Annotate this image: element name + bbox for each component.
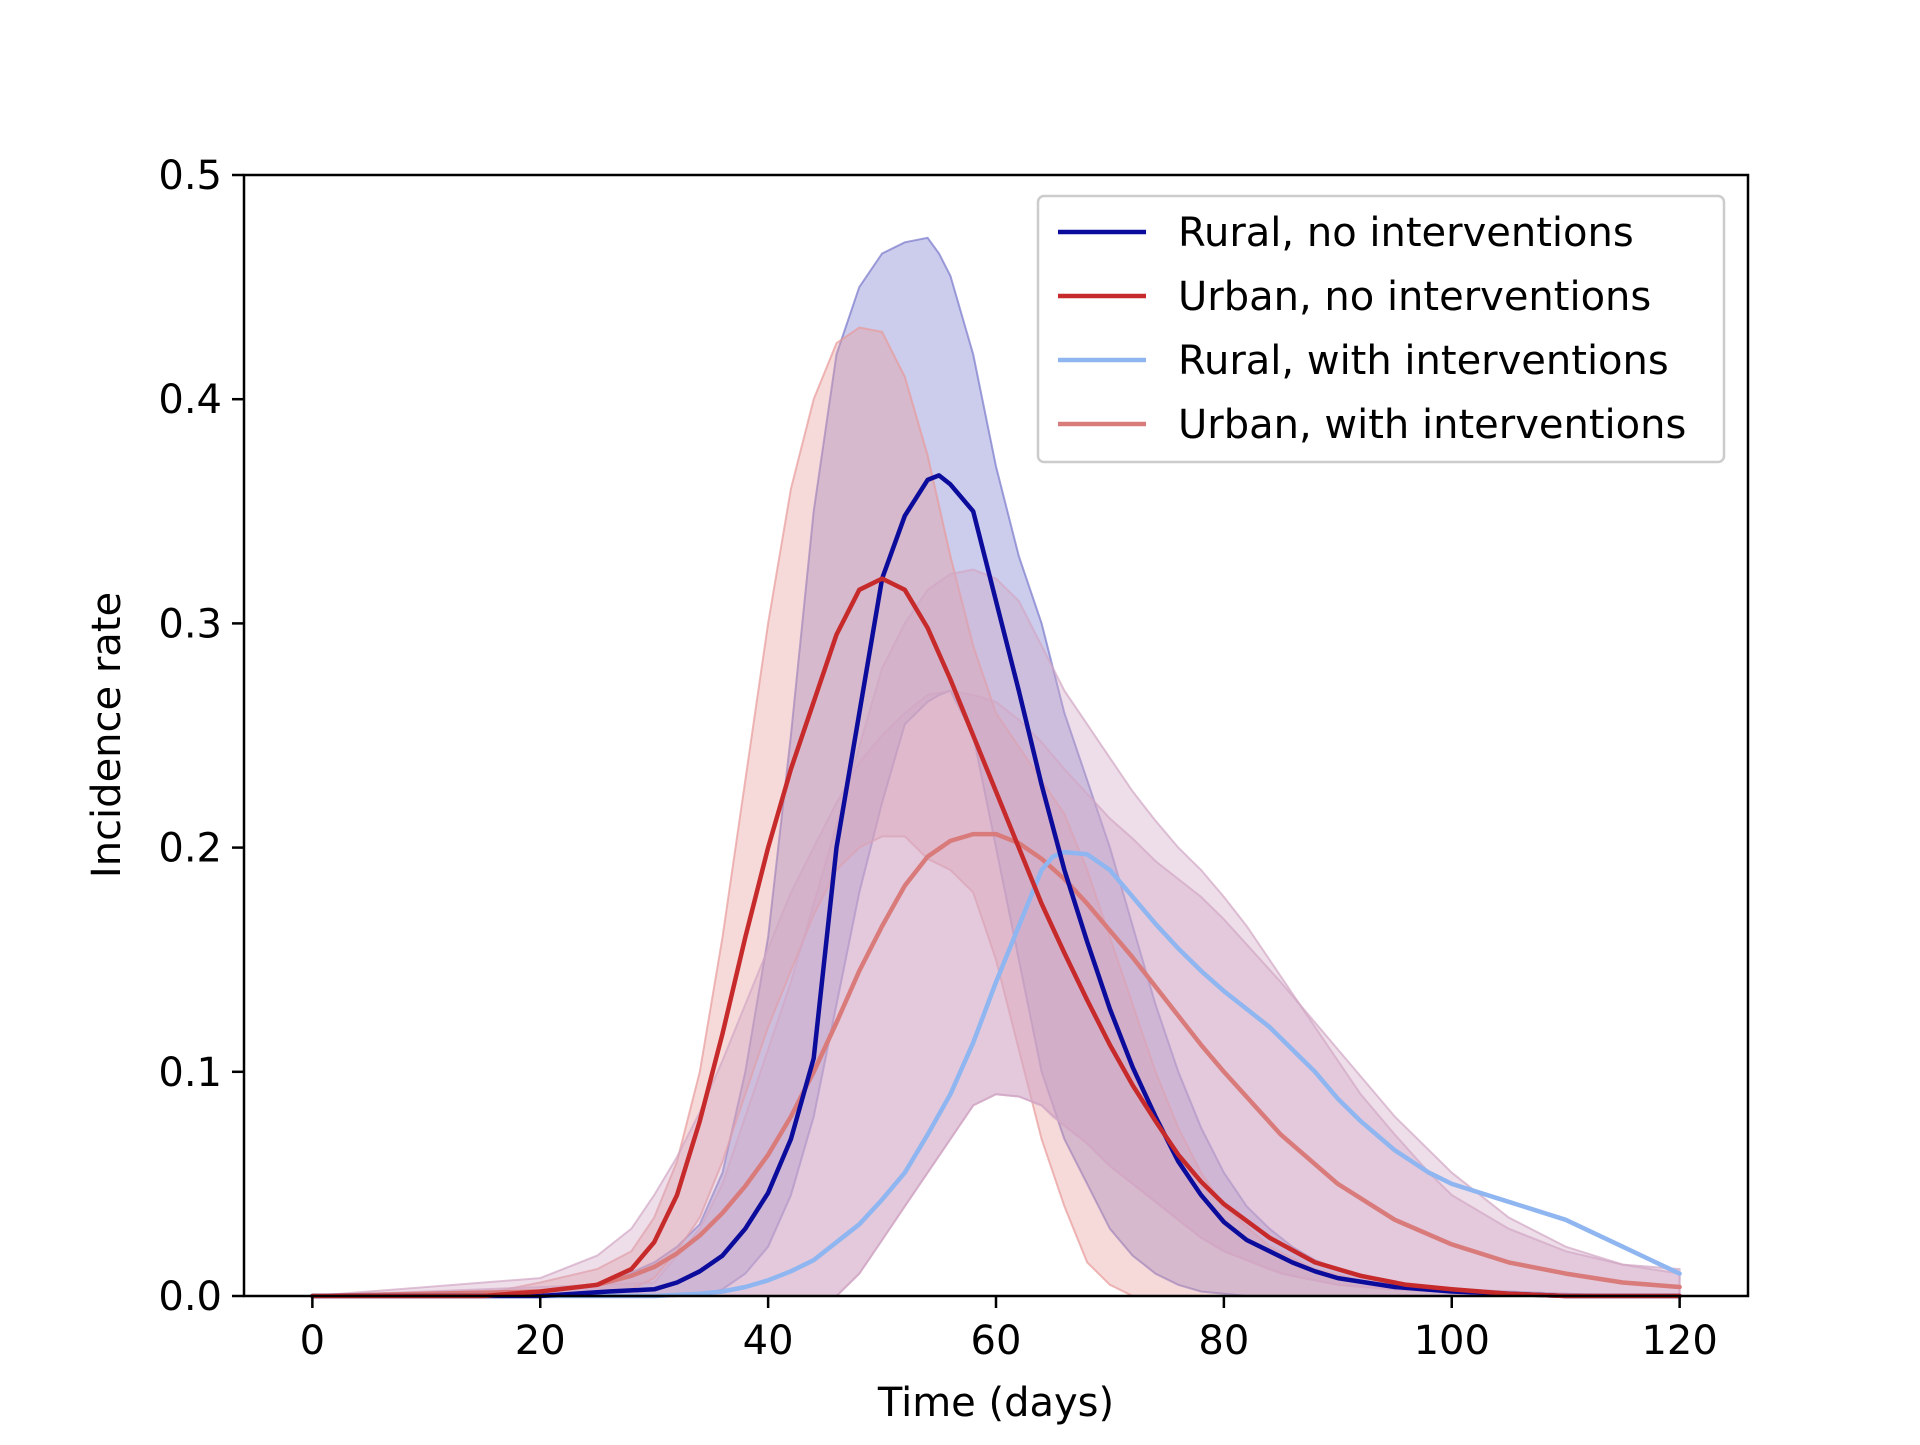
y-tick-label: 0.1 [158,1050,222,1096]
legend-label-rural-no-interventions: Rural, no interventions [1178,210,1634,256]
x-tick-label: 80 [1198,1318,1249,1364]
line-urban-no-interventions [310,576,1682,1299]
y-tick-label: 0.2 [158,826,222,872]
x-tick-label: 60 [971,1318,1022,1364]
legend-label-urban-with-interventions: Urban, with interventions [1178,402,1686,448]
legend-box [1036,194,1726,464]
y-tick-label: 0.3 [158,601,222,647]
legend: Rural, no interventions Urban, no interve… [1036,194,1726,464]
lines-layer [310,473,1682,1299]
x-axis-ticks: 0 20 40 60 80 100 120 [300,1296,1718,1364]
x-tick-label: 120 [1641,1318,1717,1364]
x-axis-label: Time (days) [877,1380,1114,1426]
y-tick-label: 0.0 [158,1274,222,1320]
band-urban-no-interventions [312,326,1680,1297]
legend-label-rural-with-interventions: Rural, with interventions [1178,338,1669,384]
line-urban-with-interventions [310,831,1682,1299]
x-tick-label: 0 [300,1318,325,1364]
line-rural-with-interventions [310,849,1682,1299]
y-axis-ticks: 0.0 0.1 0.2 0.3 0.4 0.5 [158,153,244,1320]
y-axis-label: Incidence rate [84,592,130,878]
y-tick-label: 0.4 [158,377,222,423]
x-tick-label: 20 [515,1318,566,1364]
band-rural-no-interventions [312,236,1680,1297]
x-tick-label: 100 [1414,1318,1490,1364]
bands-layer [312,236,1681,1297]
y-tick-label: 0.5 [158,153,222,199]
legend-label-urban-no-interventions: Urban, no interventions [1178,274,1651,320]
line-rural-no-interventions [310,473,1682,1299]
x-tick-label: 40 [743,1318,794,1364]
